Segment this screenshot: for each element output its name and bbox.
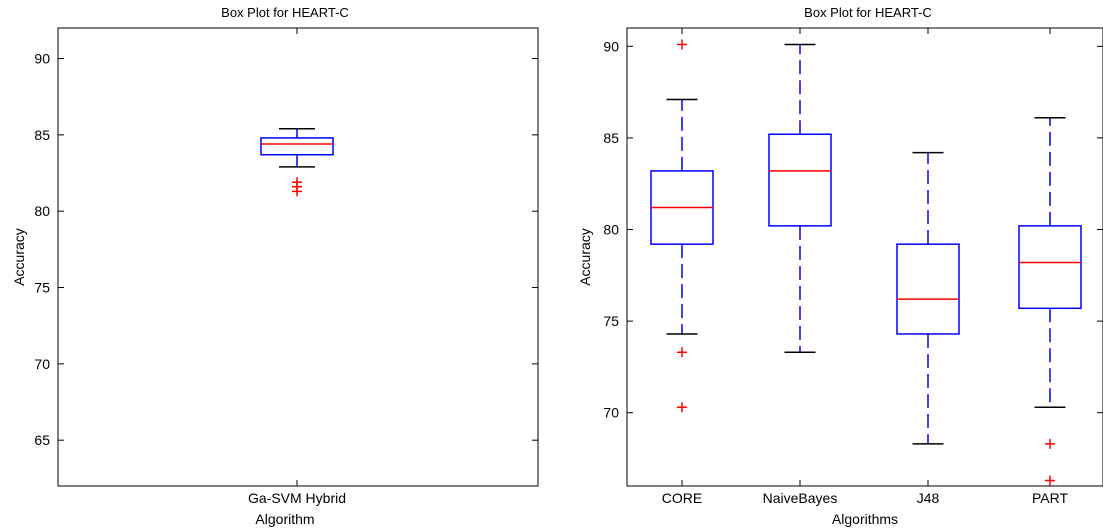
x-tick-label: Ga-SVM Hybrid	[248, 490, 346, 506]
x-tick-label: PART	[1032, 490, 1068, 506]
left-x-axis-label: Algorithm	[255, 511, 314, 527]
y-tick-label: 70	[34, 356, 50, 372]
right-chart-marks: 70 75 80 85 90 CORE NaiveBayes J48 PART	[603, 28, 1103, 506]
y-tick-label: 65	[34, 432, 50, 448]
x-tick-label: CORE	[662, 490, 702, 506]
box-iqr	[260, 137, 334, 156]
y-tick-label: 90	[34, 51, 50, 67]
y-tick-label: 80	[603, 222, 619, 238]
box-iqr	[768, 133, 832, 227]
right-plot-frame	[626, 27, 1103, 487]
left-plot-frame	[57, 27, 539, 487]
x-tick-label: J48	[917, 490, 940, 506]
right-chart-title: Box Plot for HEART-C	[804, 5, 932, 20]
y-tick-label: 90	[603, 38, 619, 54]
left-y-axis-label: Accuracy	[11, 228, 27, 286]
box-iqr	[1018, 225, 1082, 310]
box-iqr	[896, 243, 960, 335]
y-tick-label: 75	[603, 313, 619, 329]
y-tick-label: 75	[34, 280, 50, 296]
y-tick-label: 70	[603, 405, 619, 421]
x-tick-label: NaiveBayes	[763, 490, 838, 506]
right-x-axis-label: Algorithms	[832, 511, 898, 527]
right-box-plot: Box Plot for HEART-C Algorithms Accuracy…	[577, 5, 1103, 527]
y-tick-label: 85	[603, 130, 619, 146]
left-box-plot: Box Plot for HEART-C Algorithm Accuracy …	[11, 5, 539, 527]
right-y-axis-label: Accuracy	[577, 228, 593, 286]
left-chart-marks: 65 70 75 80 85 90 Ga-SVM Hybrid	[34, 28, 538, 506]
y-tick-label: 80	[34, 203, 50, 219]
y-tick-label: 85	[34, 127, 50, 143]
left-chart-title: Box Plot for HEART-C	[221, 5, 349, 20]
